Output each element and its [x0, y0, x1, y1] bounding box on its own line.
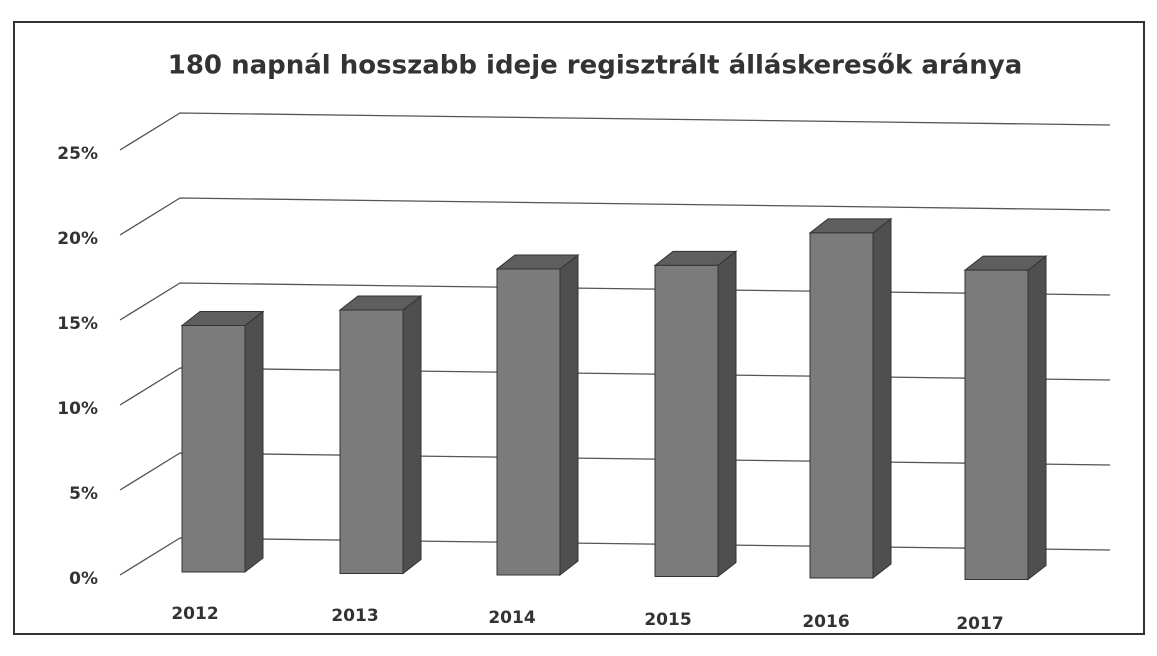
bar: [809, 232, 874, 579]
bar-side: [1027, 255, 1047, 581]
chart-title: 180 napnál hosszabb ideje regisztrált ál…: [168, 51, 1022, 81]
bar: [496, 268, 561, 576]
x-tick-label: 2013: [331, 606, 378, 626]
bar-side: [717, 250, 737, 578]
y-tick-label: 10%: [57, 399, 98, 419]
y-tick-label: 15%: [57, 314, 98, 334]
x-tick-label: 2015: [644, 610, 691, 630]
y-tick-label: 0%: [69, 569, 98, 589]
bar: [654, 264, 719, 577]
x-tick-label: 2016: [802, 612, 849, 632]
bar-side: [402, 294, 422, 575]
grid-line: [119, 112, 1111, 151]
grid-line: [119, 452, 1111, 491]
x-tick-label: 2017: [956, 614, 1003, 634]
grid-line: [119, 197, 1111, 236]
bar: [964, 269, 1029, 580]
y-tick-label: 25%: [57, 144, 98, 164]
bar-side: [244, 310, 264, 574]
bar-side: [559, 253, 579, 577]
x-tick-label: 2012: [171, 604, 218, 624]
grid-line: [119, 367, 1111, 406]
bar-side: [872, 217, 892, 580]
x-tick-label: 2014: [488, 608, 535, 628]
y-tick-label: 5%: [69, 484, 98, 504]
y-tick-label: 20%: [57, 229, 98, 249]
grid-line: [119, 537, 1111, 576]
grid-line: [119, 282, 1111, 321]
bar: [181, 325, 246, 573]
bar: [339, 309, 404, 574]
